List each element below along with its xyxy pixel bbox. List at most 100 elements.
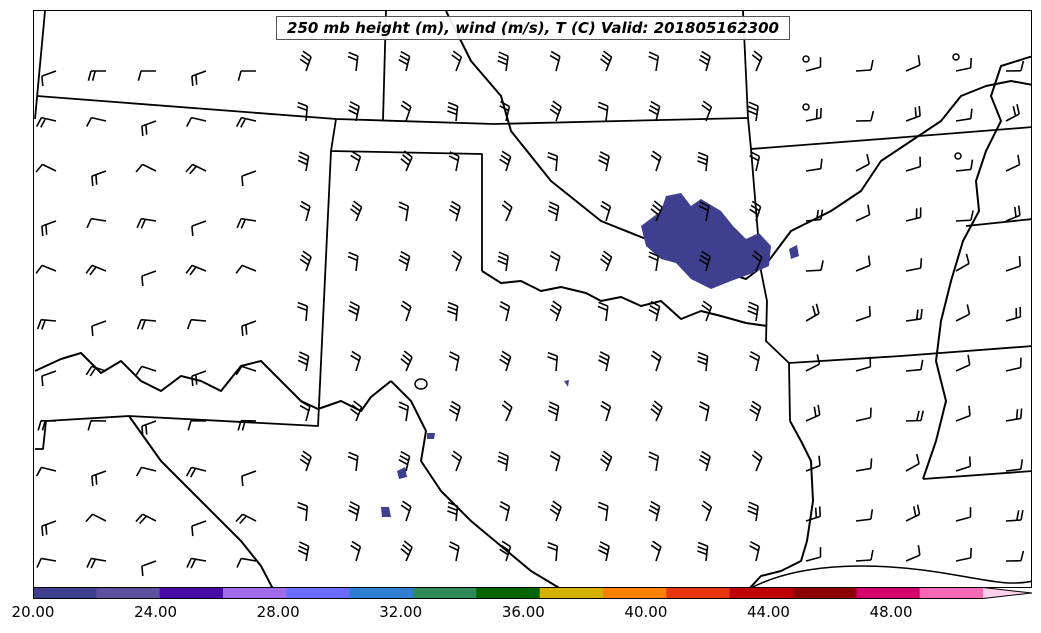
wind-barb: [955, 210, 974, 222]
wind-barb: [855, 255, 871, 272]
wind-barb: [805, 57, 822, 72]
wind-barb: [547, 201, 560, 222]
wind-barb: [698, 201, 710, 222]
wind-barb: [955, 507, 972, 522]
wind-barb: [751, 50, 763, 72]
wind-barb: [350, 150, 362, 172]
wind-barb: [955, 304, 971, 322]
wind-barb: [191, 220, 207, 237]
wind-barb: [1005, 154, 1021, 172]
wind-barb: [41, 70, 57, 87]
colorbar-segment: [603, 587, 667, 599]
colorbar-tick-label: 20.00: [11, 603, 55, 621]
colorbar-segment: [413, 587, 477, 599]
wind-barb: [348, 501, 360, 522]
wind-barb: [547, 151, 559, 172]
wind-barb: [549, 100, 562, 122]
wind-barb: [549, 50, 561, 72]
state-boundary: [35, 150, 332, 450]
lake-outline: [954, 152, 962, 160]
wind-barb: [448, 400, 461, 422]
map-svg: [34, 11, 1031, 587]
wind-barb: [855, 458, 873, 472]
wind-barb: [86, 217, 107, 229]
wind-barb: [87, 70, 106, 81]
wind-barb: [905, 410, 924, 422]
wind-barb: [805, 506, 822, 522]
colorbar-segment: [793, 587, 857, 599]
wind-barb: [1005, 104, 1020, 122]
wind-barb: [137, 70, 156, 81]
colorbar-segment: [476, 587, 541, 599]
wind-barb: [955, 547, 972, 562]
wind-barb: [499, 500, 511, 522]
wind-barb: [85, 264, 107, 276]
wind-barb: [36, 318, 57, 330]
wind-barb: [751, 450, 763, 472]
wind-barb: [855, 407, 872, 422]
colorbar-segment: [33, 587, 97, 599]
wind-barb: [600, 400, 612, 422]
wind-barb: [448, 351, 460, 372]
wind-barb: [350, 350, 362, 372]
wind-barb: [297, 301, 309, 322]
colorbar-tick-label: 32.00: [379, 603, 423, 621]
wind-barb: [805, 158, 823, 172]
colorbar-segment: [159, 587, 224, 599]
river-boundary: [481, 270, 768, 327]
wind-barb: [141, 560, 157, 577]
wind-barb: [549, 500, 562, 522]
river-boundary: [128, 415, 274, 587]
wind-barb: [297, 101, 309, 122]
wind-barb: [855, 59, 874, 72]
wind-barb: [448, 200, 461, 222]
wind-barb: [905, 453, 920, 472]
wind-barb: [955, 405, 971, 422]
wind-barb: [600, 200, 612, 222]
wind-barb: [1005, 60, 1025, 72]
wind-barb: [905, 258, 923, 272]
wind-barb: [398, 201, 410, 222]
wind-barb: [136, 318, 157, 330]
state-boundary: [965, 218, 1031, 227]
map-boundaries: [34, 11, 1031, 587]
wind-barb: [41, 370, 57, 387]
lake-outline: [414, 378, 428, 390]
wind-barb: [185, 466, 207, 478]
wind-barb: [501, 400, 513, 422]
wind-barb: [905, 105, 921, 122]
wind-barb: [955, 57, 972, 72]
wind-barb: [499, 540, 512, 562]
wind-barb: [400, 150, 413, 172]
wind-barb: [185, 116, 207, 127]
wind-barb: [85, 116, 107, 127]
coast-line: [751, 565, 1031, 587]
wind-barb: [135, 365, 157, 376]
wind-barb: [955, 108, 973, 122]
wind-barb: [698, 401, 710, 422]
wind-barb: [141, 270, 157, 287]
wind-barb: [91, 470, 107, 487]
state-boundary: [922, 470, 1031, 480]
wind-barb: [299, 400, 311, 422]
wind-barb: [191, 70, 207, 87]
wind-barb: [398, 450, 411, 472]
wind-barb: [805, 260, 824, 272]
wind-barb: [447, 101, 459, 122]
wind-barb: [85, 513, 107, 523]
wind-barb: [598, 541, 610, 562]
colorbar-segment: [349, 587, 414, 599]
wind-barb: [87, 419, 107, 431]
wind-barb: [347, 51, 359, 72]
wind-barb: [35, 163, 57, 173]
wind-barb: [236, 217, 257, 229]
wind-barb: [905, 359, 924, 372]
colorbar-segment: [539, 587, 604, 599]
wind-barb: [447, 501, 459, 522]
colorbar-extend-arrow: [983, 587, 1032, 599]
wind-barb: [1005, 408, 1023, 422]
wind-barb: [1005, 306, 1022, 322]
wind-barb: [650, 540, 662, 562]
wind-barb: [241, 170, 257, 187]
wind-barb: [299, 450, 312, 472]
